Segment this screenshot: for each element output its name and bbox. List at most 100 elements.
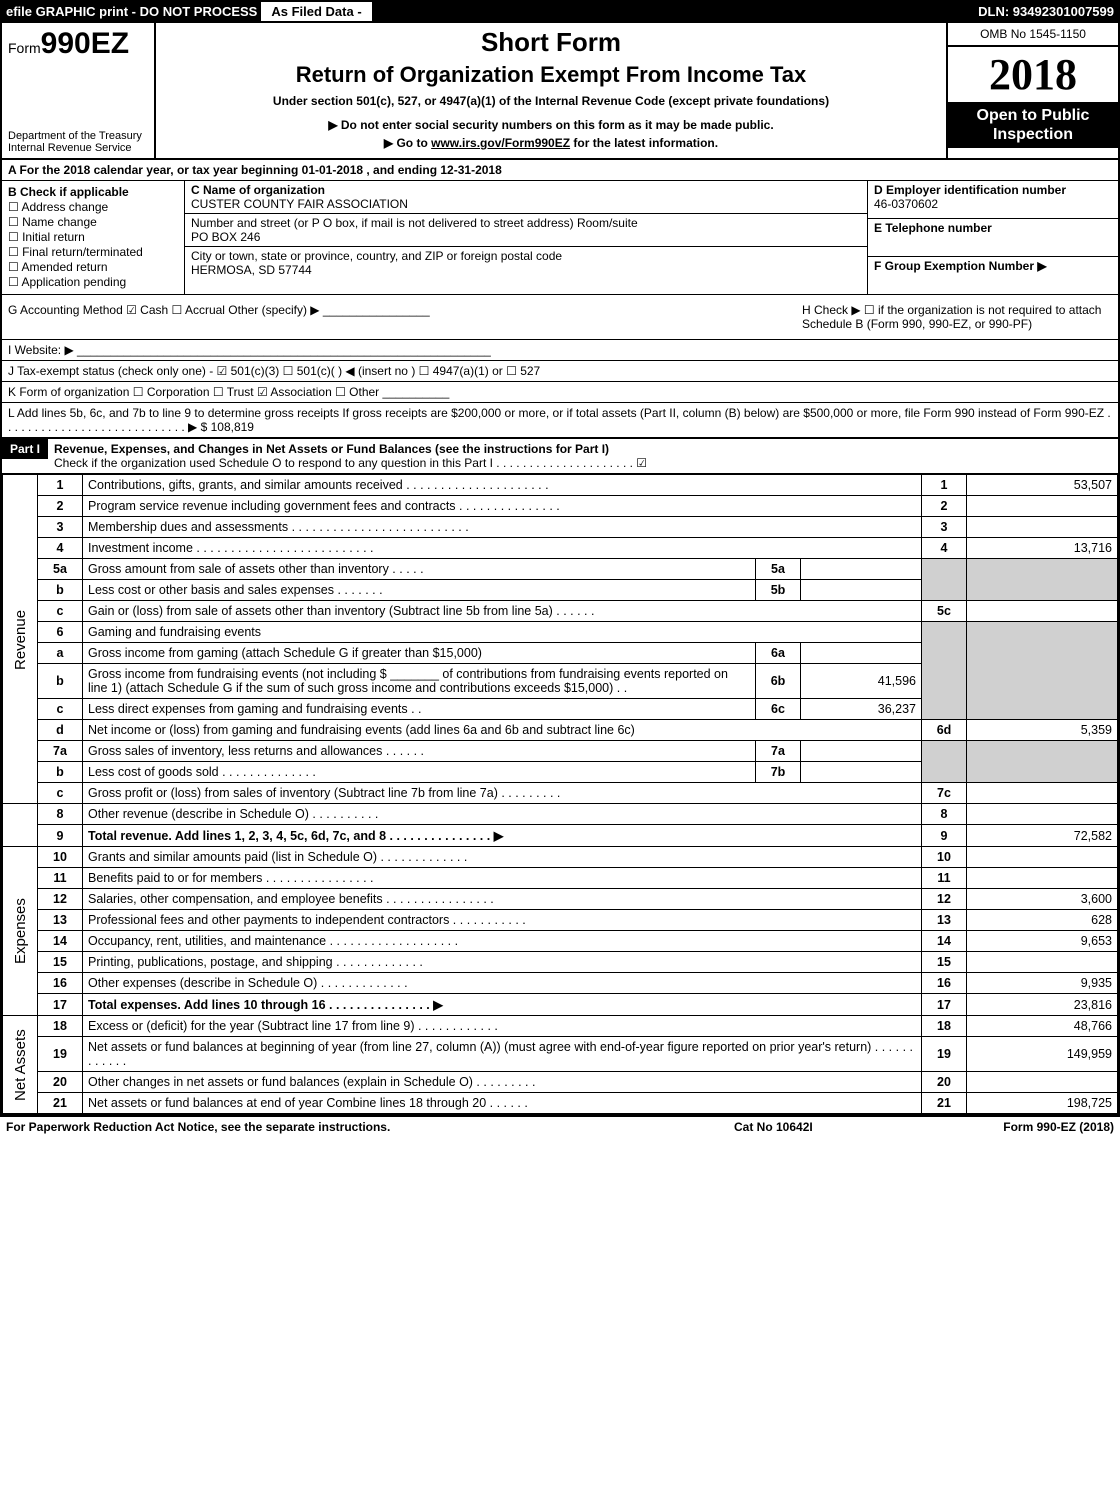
l7b-n: b <box>38 762 83 783</box>
part1-header-row: Part I Revenue, Expenses, and Changes in… <box>2 438 1118 474</box>
col-f: F Group Exemption Number ▶ <box>868 257 1118 294</box>
l3-n: 3 <box>38 517 83 538</box>
goto-link[interactable]: ▶ Go to www.irs.gov/Form990EZ for the la… <box>166 136 936 150</box>
chk-name[interactable]: ☐ Name change <box>8 215 178 229</box>
col-b: B Check if applicable ☐ Address change ☐… <box>2 181 185 294</box>
l15-n: 15 <box>38 952 83 973</box>
l9-n: 9 <box>38 825 83 847</box>
l13-n: 13 <box>38 910 83 931</box>
l5c-d: Gain or (loss) from sale of assets other… <box>83 601 922 622</box>
col-c-label: C Name of organization <box>191 183 325 197</box>
dept-treasury: Department of the Treasury <box>8 130 148 142</box>
l2-d: Program service revenue including govern… <box>83 496 922 517</box>
l14-r: 14 <box>922 931 967 952</box>
l11-r: 11 <box>922 868 967 889</box>
city-block: City or town, state or province, country… <box>185 247 867 279</box>
chk-pending[interactable]: ☐ Application pending <box>8 275 178 289</box>
l5c-a <box>967 601 1118 622</box>
street-block: Number and street (or P O box, if mail i… <box>185 214 867 247</box>
street-label: Number and street (or P O box, if mail i… <box>191 216 638 230</box>
l15-d: Printing, publications, postage, and shi… <box>83 952 922 973</box>
l6b-sv: 41,596 <box>801 664 922 699</box>
l19-n: 19 <box>38 1037 83 1072</box>
l6d-d: Net income or (loss) from gaming and fun… <box>83 720 922 741</box>
l13-d: Professional fees and other payments to … <box>83 910 922 931</box>
l4-d: Investment income . . . . . . . . . . . … <box>83 538 922 559</box>
l5b-d: Less cost or other basis and sales expen… <box>83 580 756 601</box>
part1-title: Revenue, Expenses, and Changes in Net As… <box>54 442 609 456</box>
l21-r: 21 <box>922 1093 967 1114</box>
footer-right: Form 990-EZ (2018) <box>934 1120 1114 1134</box>
l9-d: Total revenue. Add lines 1, 2, 3, 4, 5c,… <box>83 825 922 847</box>
l6a-sn: 6a <box>756 643 801 664</box>
row-a: A For the 2018 calendar year, or tax yea… <box>2 160 1118 181</box>
open-to-public: Open to Public Inspection <box>948 102 1118 148</box>
l4-r: 4 <box>922 538 967 559</box>
vlabel-rev-cont <box>3 804 38 847</box>
chk-initial-label: Initial return <box>22 230 85 244</box>
l14-d: Occupancy, rent, utilities, and maintena… <box>83 931 922 952</box>
l6a-n: a <box>38 643 83 664</box>
l14-n: 14 <box>38 931 83 952</box>
chk-final[interactable]: ☐ Final return/terminated <box>8 245 178 259</box>
l1-r: 1 <box>922 475 967 496</box>
vlabel-expenses: Expenses <box>3 847 38 1016</box>
city-label: City or town, state or province, country… <box>191 249 562 263</box>
ein-value: 46-0370602 <box>874 197 938 211</box>
l11-n: 11 <box>38 868 83 889</box>
l5c-r: 5c <box>922 601 967 622</box>
l6b-n: b <box>38 664 83 699</box>
l6d-a: 5,359 <box>967 720 1118 741</box>
l10-n: 10 <box>38 847 83 868</box>
chk-name-label: Name change <box>22 215 97 229</box>
footer: For Paperwork Reduction Act Notice, see … <box>0 1116 1120 1137</box>
l15-r: 15 <box>922 952 967 973</box>
form-prefix: Form <box>8 40 41 56</box>
l7c-r: 7c <box>922 783 967 804</box>
l17-r: 17 <box>922 994 967 1016</box>
form-title: Return of Organization Exempt From Incom… <box>166 62 936 88</box>
l6d-n: d <box>38 720 83 741</box>
l5b-n: b <box>38 580 83 601</box>
l7a-n: 7a <box>38 741 83 762</box>
col-f-label: F Group Exemption Number ▶ <box>874 259 1047 273</box>
l6a-d: Gross income from gaming (attach Schedul… <box>83 643 756 664</box>
l3-r: 3 <box>922 517 967 538</box>
chk-amended[interactable]: ☐ Amended return <box>8 260 178 274</box>
section-bcdef: B Check if applicable ☐ Address change ☐… <box>2 181 1118 295</box>
l12-a: 3,600 <box>967 889 1118 910</box>
l21-n: 21 <box>38 1093 83 1114</box>
l17-a: 23,816 <box>967 994 1118 1016</box>
l15-a <box>967 952 1118 973</box>
l20-d: Other changes in net assets or fund bala… <box>83 1072 922 1093</box>
l6a-sv <box>801 643 922 664</box>
row-h: H Check ▶ ☐ if the organization is not r… <box>802 303 1112 331</box>
chk-pending-label: Application pending <box>21 275 126 289</box>
l10-a <box>967 847 1118 868</box>
l1-n: 1 <box>38 475 83 496</box>
l6c-n: c <box>38 699 83 720</box>
l17-d: Total expenses. Add lines 10 through 16 … <box>83 994 922 1016</box>
form-number: 990EZ <box>41 27 129 60</box>
l12-r: 12 <box>922 889 967 910</box>
row-g: G Accounting Method ☑ Cash ☐ Accrual Oth… <box>8 303 802 331</box>
l5a-n: 5a <box>38 559 83 580</box>
chk-address[interactable]: ☐ Address change <box>8 200 178 214</box>
header-row: Form990EZ Department of the Treasury Int… <box>2 23 1118 160</box>
top-bar: efile GRAPHIC print - DO NOT PROCESS As … <box>0 0 1120 23</box>
l16-n: 16 <box>38 973 83 994</box>
l5c-n: c <box>38 601 83 622</box>
irs-url[interactable]: www.irs.gov/Form990EZ <box>431 136 570 150</box>
l8-n: 8 <box>38 804 83 825</box>
gray-6a <box>967 622 1118 720</box>
chk-initial[interactable]: ☐ Initial return <box>8 230 178 244</box>
short-form-title: Short Form <box>166 27 936 58</box>
l5a-d: Gross amount from sale of assets other t… <box>83 559 756 580</box>
l7a-sn: 7a <box>756 741 801 762</box>
l6b-sn: 6b <box>756 664 801 699</box>
l18-n: 18 <box>38 1016 83 1037</box>
street-value: PO BOX 246 <box>191 230 260 244</box>
l7c-n: c <box>38 783 83 804</box>
l19-r: 19 <box>922 1037 967 1072</box>
l6-n: 6 <box>38 622 83 643</box>
